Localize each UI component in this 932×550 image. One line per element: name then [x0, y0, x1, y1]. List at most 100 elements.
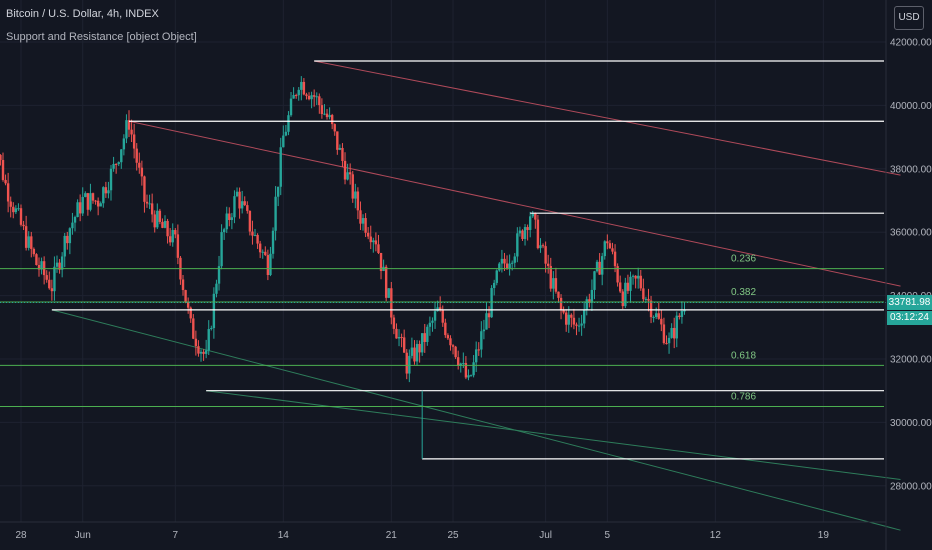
- candle-body: [474, 349, 478, 363]
- y-tick-label: 40000.00: [890, 101, 932, 112]
- candle-body: [71, 222, 74, 229]
- candle-body: [127, 120, 131, 130]
- candle-body: [549, 265, 552, 289]
- candle-body: [662, 324, 666, 344]
- candle-body: [667, 337, 671, 344]
- candle-body: [251, 231, 254, 236]
- candle-body: [531, 213, 534, 217]
- candle-body: [282, 135, 285, 148]
- candle-body: [683, 310, 686, 312]
- fib-label: 0.786: [731, 392, 756, 403]
- candle-body: [431, 320, 434, 323]
- candle-body: [590, 289, 594, 303]
- candle-body: [210, 328, 213, 330]
- candle-body: [513, 256, 516, 263]
- candle-body: [266, 255, 270, 275]
- candle-body: [258, 243, 262, 253]
- candle-body: [204, 350, 208, 354]
- candle-body: [359, 210, 362, 224]
- candle-body: [19, 208, 23, 225]
- candle-body: [138, 162, 141, 168]
- candle-body: [336, 131, 339, 150]
- candle-body: [207, 329, 210, 351]
- candle-body: [289, 98, 293, 116]
- candle-body: [536, 219, 540, 249]
- candle-body: [341, 147, 344, 161]
- x-tick-label: 21: [386, 530, 398, 541]
- candle-body: [518, 230, 522, 234]
- candle-body: [675, 315, 678, 339]
- candle-body: [37, 265, 41, 270]
- candle-body: [392, 317, 396, 329]
- candle-body: [526, 227, 529, 231]
- candle-body: [130, 129, 133, 135]
- countdown-tag: 03:12:24: [887, 311, 932, 325]
- candle-body: [626, 282, 630, 291]
- candle-body: [606, 241, 609, 244]
- candle-body: [454, 346, 457, 358]
- candle-body: [459, 363, 462, 366]
- candle-body: [544, 246, 547, 264]
- candle-body: [171, 230, 174, 243]
- candle-body: [423, 333, 426, 342]
- candle-body: [94, 200, 97, 202]
- candle-body: [562, 309, 565, 313]
- candle-body: [485, 313, 488, 330]
- fib-levels: 0.236 0.382 0.618 0.786: [0, 254, 886, 408]
- candle-body: [510, 262, 514, 264]
- candle-body: [153, 214, 156, 228]
- candle-body: [104, 187, 108, 194]
- candle-body: [366, 232, 370, 237]
- candle-body: [600, 256, 604, 275]
- candle-body: [593, 271, 596, 290]
- candles: [0, 76, 686, 383]
- candle-body: [490, 288, 493, 318]
- candle-body: [647, 298, 650, 301]
- candle-body: [441, 310, 444, 323]
- candle-body: [660, 318, 663, 325]
- y-tick-label: 28000.00: [890, 481, 932, 492]
- candle-body: [418, 343, 421, 353]
- candle-body: [670, 327, 673, 338]
- candle-body: [603, 241, 606, 257]
- candle-body: [176, 234, 180, 258]
- candle-body: [238, 191, 241, 209]
- candle-body: [356, 191, 360, 211]
- candle-body: [655, 313, 658, 318]
- candle-body: [73, 217, 77, 223]
- trend-line-down: [314, 60, 901, 176]
- candle-body: [348, 172, 352, 175]
- trend-line-up: [51, 309, 901, 531]
- candle-body: [523, 227, 527, 239]
- support-resistance-levels: [51, 60, 884, 460]
- candle-body: [374, 240, 378, 245]
- candle-body: [564, 312, 568, 325]
- candle-body: [397, 336, 401, 339]
- candle-body: [521, 230, 524, 239]
- candle-body: [449, 338, 452, 346]
- currency-button[interactable]: USD: [894, 6, 924, 30]
- candle-body: [456, 357, 460, 366]
- candle-body: [117, 162, 120, 164]
- candle-body: [225, 213, 228, 230]
- candle-body: [637, 275, 640, 279]
- candle-body: [81, 196, 84, 214]
- candle-body: [534, 213, 537, 220]
- candle-body: [652, 317, 655, 319]
- candle-body: [14, 208, 18, 213]
- candle-body: [405, 352, 408, 374]
- candle-body: [634, 275, 637, 279]
- candle-body: [53, 266, 56, 292]
- candle-body: [294, 95, 298, 97]
- candle-body: [215, 283, 218, 294]
- candle-body: [68, 228, 72, 244]
- candle-body: [624, 282, 627, 307]
- candle-body: [140, 167, 144, 177]
- candle-body: [325, 113, 329, 118]
- candle-body: [120, 149, 123, 163]
- candle-body: [17, 208, 20, 210]
- candle-body: [76, 202, 79, 218]
